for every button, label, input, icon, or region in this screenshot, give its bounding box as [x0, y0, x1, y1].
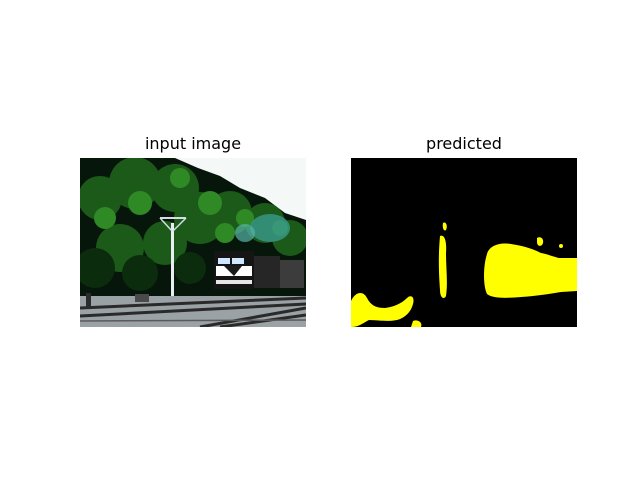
input-image — [80, 158, 306, 327]
predicted-mask — [351, 158, 577, 327]
input-image-panel — [80, 158, 306, 327]
input-image-title: input image — [144, 134, 242, 153]
predicted-title: predicted — [426, 134, 502, 153]
predicted-mask-panel — [351, 158, 577, 327]
